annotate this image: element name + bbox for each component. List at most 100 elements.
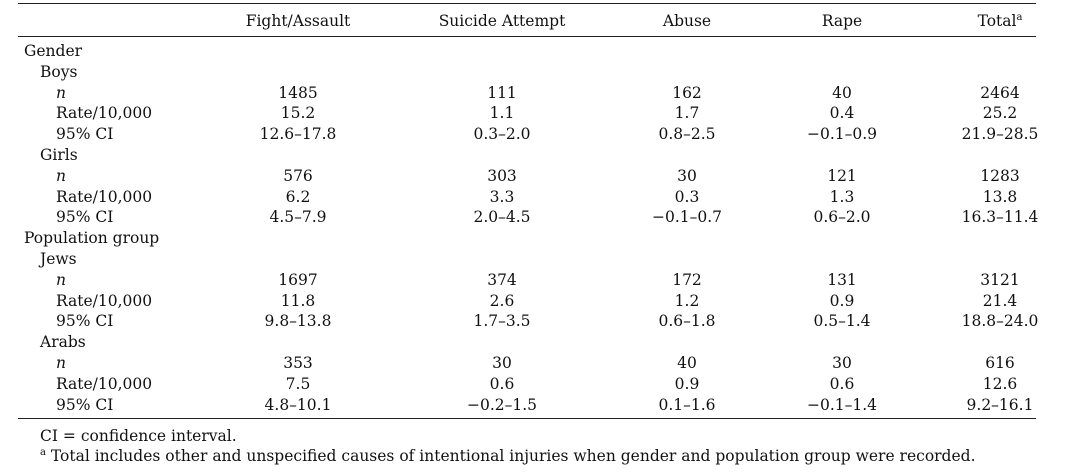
table-cell: 172 <box>672 270 702 289</box>
table-cell: 1697 <box>278 270 318 289</box>
section-row: Gender <box>0 42 1071 63</box>
table-row: 95% CI 9.8–13.8 1.7–3.5 0.6–1.8 0.5–1.4 18.8–… <box>0 312 1071 333</box>
table-cell: 4.5–7.9 <box>269 208 327 227</box>
table-row: Rate/10,000 11.8 2.6 1.2 0.9 21.4 <box>0 292 1071 313</box>
table-row-label: n <box>56 83 66 102</box>
group-row-label: Jews <box>40 250 77 268</box>
col-header-rape: Rape <box>821 12 863 30</box>
table-cell: 1.7–3.5 <box>473 312 531 331</box>
group-row: Arabs <box>0 333 1071 354</box>
table-cell: 2464 <box>980 83 1020 102</box>
table-cell: 3.3 <box>489 187 515 206</box>
table-row: Rate/10,000 7.5 0.6 0.9 0.6 12.6 <box>0 375 1071 396</box>
table-top-rule <box>18 3 1036 4</box>
table-row: 95% CI 4.8–10.1 −0.2–1.5 0.1–1.6 −0.1–1.4 9.2… <box>0 396 1071 417</box>
group-row: Boys <box>0 63 1071 84</box>
table-cell: 576 <box>283 166 313 185</box>
table-cell: 111 <box>487 83 517 102</box>
table-cell: 13.8 <box>982 187 1018 206</box>
group-row: Girls <box>0 146 1071 167</box>
table-cell: 1.3 <box>829 187 855 206</box>
table-row: n 353 30 40 30 616 <box>0 354 1071 375</box>
table-cell: 1.7 <box>674 104 700 123</box>
table-cell: 30 <box>492 354 512 372</box>
table-cell: 6.2 <box>285 187 311 206</box>
table-cell: 40 <box>832 83 852 102</box>
table-cell: 0.6–2.0 <box>813 208 871 227</box>
table-cell: −0.1–0.9 <box>806 125 878 144</box>
table-cell: 30 <box>677 166 697 185</box>
table-cell: 12.6 <box>982 374 1018 393</box>
table-cell: 0.3–2.0 <box>473 125 531 144</box>
group-row-label: Arabs <box>40 333 86 352</box>
table-row-label: Rate/10,000 <box>56 374 153 393</box>
group-row-label: Boys <box>40 62 78 81</box>
table-cell: 4.8–10.1 <box>264 395 332 414</box>
table-cell: 0.6–1.8 <box>658 312 716 331</box>
table-bottom-rule <box>18 418 1036 419</box>
table-cell: 121 <box>827 166 857 185</box>
table-cell: 9.2–16.1 <box>966 395 1034 414</box>
table-cell: 0.1–1.6 <box>658 395 716 414</box>
table-cell: 303 <box>487 166 517 185</box>
section-row-label: Population group <box>24 229 160 248</box>
table-cell: 40 <box>677 354 697 372</box>
table-cell: 1.2 <box>674 291 700 310</box>
table-cell: 11.8 <box>280 291 316 310</box>
table-cell: −0.2–1.5 <box>466 395 538 414</box>
table-cell: 7.5 <box>285 374 311 393</box>
table-row-label: 95% CI <box>56 208 114 227</box>
col-header-abuse: Abuse <box>662 12 712 30</box>
footnote-a: a Total includes other and unspecified c… <box>40 447 976 465</box>
table-cell: 0.9 <box>674 374 700 393</box>
total-footnote-marker: a <box>1016 11 1023 23</box>
group-row: Jews <box>0 250 1071 271</box>
table-cell: 1.1 <box>489 104 515 123</box>
table-row-label: Rate/10,000 <box>56 187 153 206</box>
table-cell: 0.6 <box>489 374 515 393</box>
table-row-label: 95% CI <box>56 312 114 331</box>
table-row-label: 95% CI <box>56 395 114 414</box>
table-row-label: n <box>56 354 66 372</box>
table-cell: 616 <box>985 354 1015 372</box>
col-header-suicide-attempt: Suicide Attempt <box>438 12 566 30</box>
table-row: n 1485 111 162 40 2464 <box>0 84 1071 105</box>
group-row-label: Girls <box>40 146 78 164</box>
footnote-a-text: Total includes other and unspecified cau… <box>50 447 976 465</box>
table-cell: 374 <box>487 270 517 289</box>
table-row: Rate/10,000 6.2 3.3 0.3 1.3 13.8 <box>0 188 1071 209</box>
table-cell: 1485 <box>278 83 318 102</box>
table-header-rule <box>18 36 1036 37</box>
table-cell: 30 <box>832 354 852 372</box>
section-row: Population group <box>0 229 1071 250</box>
table-cell: 16.3–11.4 <box>961 208 1039 227</box>
table-cell: 0.4 <box>829 104 855 123</box>
footnote-ci: CI = confidence interval. <box>40 427 237 445</box>
table-cell: 353 <box>283 354 313 372</box>
table-cell: 162 <box>672 83 702 102</box>
table-cell: 15.2 <box>280 104 316 123</box>
table-cell: −0.1–0.7 <box>651 208 723 227</box>
table-row: n 1697 374 172 131 3121 <box>0 271 1071 292</box>
table-cell: 0.3 <box>674 187 700 206</box>
table-cell: 25.2 <box>982 104 1018 123</box>
table-cell: 21.9–28.5 <box>961 125 1039 144</box>
table-cell: 2.6 <box>489 291 515 310</box>
table-cell: 0.8–2.5 <box>658 125 716 144</box>
section-row-label: Gender <box>24 42 83 60</box>
table-cell: 0.9 <box>829 291 855 310</box>
table-row-label: n <box>56 270 66 289</box>
table-row: 95% CI 4.5–7.9 2.0–4.5 −0.1–0.7 0.6–2.0 16.3–… <box>0 208 1071 229</box>
table-row-label: Rate/10,000 <box>56 291 153 310</box>
table-cell: 21.4 <box>982 291 1018 310</box>
table-cell: 0.5–1.4 <box>813 312 871 331</box>
table-row: 95% CI 12.6–17.8 0.3–2.0 0.8–2.5 −0.1–0.9 21.… <box>0 125 1071 146</box>
table-row-label: n <box>56 166 66 185</box>
table-row: n 576 303 30 121 1283 <box>0 167 1071 188</box>
table-cell: 2.0–4.5 <box>473 208 531 227</box>
col-header-fight-assault: Fight/Assault <box>245 12 351 30</box>
table-cell: 9.8–13.8 <box>264 312 332 331</box>
col-header-total-label: Total <box>977 12 1017 30</box>
table-cell: 131 <box>827 270 857 289</box>
table-cell: 1283 <box>980 166 1020 185</box>
